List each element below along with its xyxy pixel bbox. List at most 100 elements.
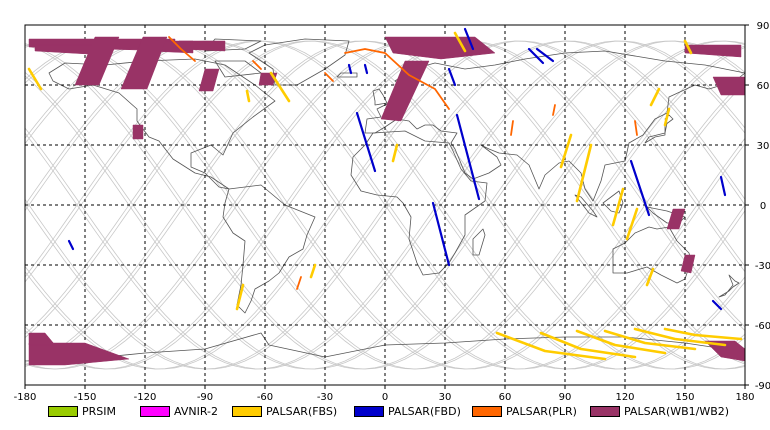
legend-item-avnir2: AVNIR-2 [140,403,218,419]
legend-label-palsar-fbs: PALSAR(FBS) [266,404,338,418]
legend-swatch-palsar-wb [590,405,620,417]
palsar-fbd-strip [535,47,555,63]
palsar-fbd-strip [363,63,369,75]
palsar-wb-footprint [384,36,496,60]
palsar-fbs-strip [645,267,655,287]
x-tick-label: 0 [382,392,388,403]
x-axis-ticks: -180 -150 -120 -90 -60 -30 0 30 60 90 120 150 180 [14,385,755,403]
x-tick-label: 150 [675,392,694,403]
legend-label-palsar-wb: PALSAR(WB1/WB2) [624,404,730,418]
y-tick-label: 30 [757,141,770,152]
x-tick-label: 30 [439,392,452,403]
y-tick-label: -90 [755,381,770,392]
graticule-grid [25,25,745,385]
palsar-wb-footprint [28,342,130,366]
palsar-fbd-strip [431,201,451,267]
palsar-fbd-strip [67,239,75,251]
palsar-plr-strip [252,60,262,70]
palsar-wb-footprint [380,60,430,122]
y-tick-label: -60 [755,321,770,332]
palsar-fbd-strip [629,159,651,217]
coastline-eurasia [364,50,746,202]
palsar-fbd-strip [719,175,727,197]
x-tick-label: 90 [559,392,572,403]
palsar-fbd-strip [347,63,353,75]
legend-label-avnir2: AVNIR-2 [174,404,218,418]
y-tick-label: -30 [755,261,770,272]
palsar-wb-footprint [198,68,220,92]
palsar-wb-footprint [28,332,56,346]
coastline-sumatra [574,194,598,218]
legend-label-prsim: PRSIM [82,404,116,418]
y-axis-ticks: 90 60 30 0 -30 -60 -90 [745,21,770,392]
coastline-iceland [336,72,358,78]
legend: PRSIM AVNIR-2 PALSAR(FBS) PALSAR(FBD) PA… [0,400,770,422]
legend-item-palsar-wb: PALSAR(WB1/WB2) [590,403,729,419]
x-tick-label: 180 [735,392,754,403]
acquisition-footprints [27,27,746,366]
palsar-fbs-strip [683,39,693,55]
y-tick-label: 60 [757,81,770,92]
palsar-wb-footprint [120,36,168,90]
coastline-madagascar [472,228,486,256]
coastline-south-america [222,184,316,314]
legend-item-palsar-plr: PALSAR(PLR) [472,403,577,419]
legend-swatch-palsar-fbs [232,405,262,417]
palsar-fbs-strip [625,207,639,241]
palsar-plr-strip [634,120,638,136]
x-tick-label: -90 [197,392,213,403]
palsar-fbs-strip [575,143,593,203]
coastline-new-zealand [718,274,740,298]
legend-swatch-avnir2 [140,405,170,417]
palsar-fbs-strip [633,327,727,347]
coastline-north-america [48,58,276,190]
legend-swatch-prsim [48,405,78,417]
palsar-fbs-strip [603,329,697,351]
legend-item-palsar-fbs: PALSAR(FBS) [232,403,337,419]
palsar-wb-footprint [680,254,696,274]
palsar-fbs-strip [663,107,671,127]
legend-label-palsar-plr: PALSAR(PLR) [506,404,577,418]
palsar-wb-footprint [684,44,742,58]
palsar-fbs-strip [269,71,291,103]
coastline-uk [372,88,388,106]
palsar-fbs-strip [611,187,625,227]
palsar-fbd-strip [527,47,545,65]
palsar-fbs-strip [663,327,743,341]
orbit-track [24,40,746,370]
palsar-plr-strip [510,120,514,136]
palsar-fbd-strip [355,111,377,173]
x-tick-label: 120 [615,392,634,403]
legend-swatch-palsar-plr [472,405,502,417]
coastline-baffin [214,60,262,78]
x-tick-label: 60 [499,392,512,403]
palsar-fbs-strip [559,133,573,169]
palsar-fbs-strip [27,67,43,91]
palsar-wb-footprint [666,208,686,230]
x-tick-label: -120 [134,392,157,403]
legend-swatch-palsar-fbd [354,405,384,417]
palsar-plr-strip [344,48,450,110]
y-tick-label: 90 [757,21,770,32]
palsar-fbs-strip [245,89,251,103]
legend-item-palsar-fbd: PALSAR(FBD) [354,403,461,419]
palsar-fbs-strip [453,31,467,53]
y-tick-label: 0 [760,201,766,212]
palsar-fbd-strip [711,299,723,311]
coastline-borneo [602,190,624,214]
palsar-plr-strip [168,36,196,62]
x-tick-label: -60 [257,392,273,403]
palsar-fbs-strip [495,331,607,361]
palsar-fbd-strip [447,67,457,87]
palsar-wb-footprint [74,36,120,86]
palsar-plr-strip [552,104,556,116]
palsar-wb-footprint [132,124,144,140]
palsar-fbd-strip [463,27,475,51]
palsar-plr-strip [324,72,334,82]
coastline-greenland [248,38,350,86]
palsar-wb-footprint [178,40,226,52]
x-tick-label: -180 [14,392,37,403]
palsar-fbs-strip [649,87,661,107]
x-tick-label: -150 [74,392,97,403]
